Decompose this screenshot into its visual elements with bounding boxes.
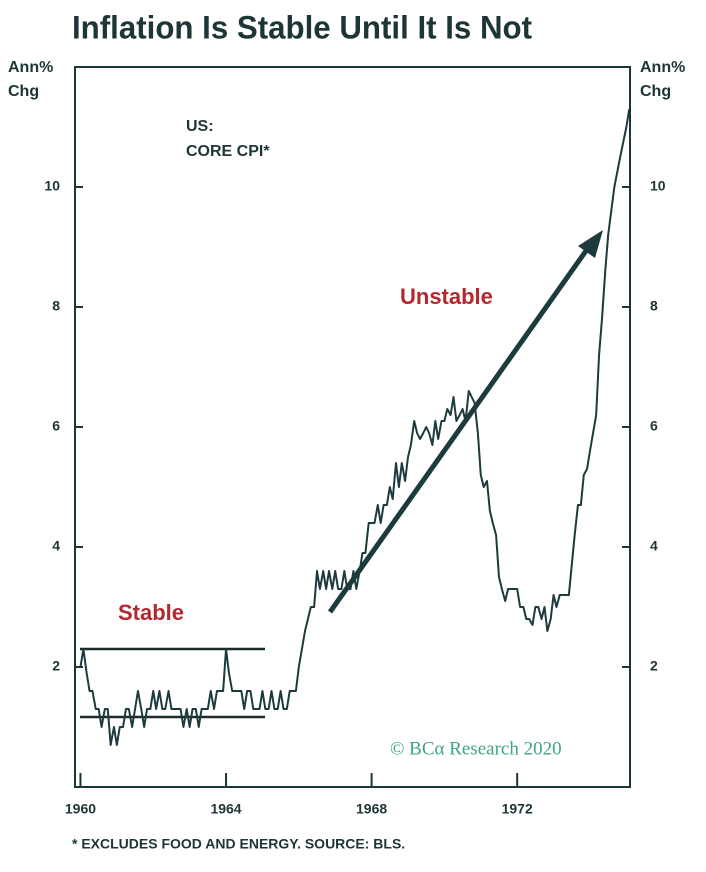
y2-axis-label: Chg xyxy=(640,83,671,100)
y-tick-label: 6 xyxy=(52,418,60,434)
x-tick-label: 1968 xyxy=(356,801,387,817)
y2-tick-label: 4 xyxy=(650,538,658,554)
y-axis-label: Ann% xyxy=(8,59,53,76)
y2-axis-label: Ann% xyxy=(640,59,685,76)
y2-tick-label: 8 xyxy=(650,298,658,314)
annotation: Stable xyxy=(118,600,184,625)
y2-tick-label: 6 xyxy=(650,418,658,434)
trend-arrowhead xyxy=(578,230,603,258)
annotation: US: xyxy=(186,118,214,135)
annotation: Unstable xyxy=(400,284,493,309)
y-tick-label: 10 xyxy=(44,178,60,194)
trend-arrow xyxy=(327,246,591,614)
y-tick-label: 4 xyxy=(52,538,60,554)
plot-frame xyxy=(74,66,631,788)
y2-tick-label: 2 xyxy=(650,658,658,674)
x-tick-label: 1964 xyxy=(210,801,241,817)
y-axis-label: Chg xyxy=(8,83,39,100)
x-tick-label: 1972 xyxy=(502,801,533,817)
y-tick-label: 2 xyxy=(52,658,60,674)
chart-title: Inflation Is Stable Until It Is Not xyxy=(72,9,532,45)
x-tick-label: 1960 xyxy=(65,801,96,817)
data-line xyxy=(79,108,631,746)
y-tick-label: 8 xyxy=(52,298,60,314)
footnote: * EXCLUDES FOOD AND ENERGY. SOURCE: BLS. xyxy=(72,836,405,852)
y2-tick-label: 10 xyxy=(650,178,666,194)
annotation: CORE CPI* xyxy=(186,143,270,160)
source-credit: © BCα Research 2020 xyxy=(390,738,562,759)
